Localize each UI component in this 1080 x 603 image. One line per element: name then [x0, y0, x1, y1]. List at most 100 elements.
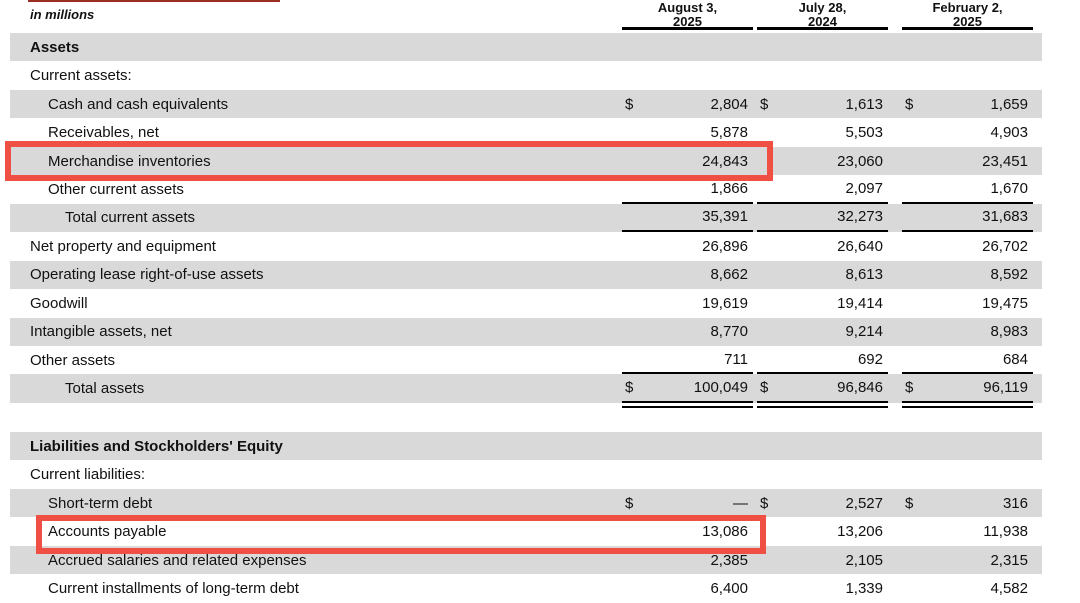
cell-value: 1,613: [845, 95, 883, 113]
cell-value: 2,315: [990, 551, 1028, 569]
cell: $2,804: [622, 90, 753, 118]
row-label: Goodwill: [30, 294, 88, 312]
cell: 1,670: [902, 175, 1033, 204]
cell: $2,527: [757, 489, 888, 517]
cell-value: 684: [1002, 350, 1028, 368]
table-row-other-current-assets: Other current assets 1,866 2,097 1,670: [10, 175, 1042, 204]
double-rule-line: [757, 406, 888, 408]
cell-value: 19,475: [982, 294, 1028, 312]
table-row-assets-header: Assets: [10, 33, 1042, 62]
cell-value: 13,206: [837, 523, 883, 541]
currency-symbol: $: [905, 95, 914, 113]
cell: $316: [902, 489, 1033, 517]
table-row-net-property: Net property and equipment 26,896 26,640…: [10, 232, 1042, 260]
cell-value: 31,683: [982, 208, 1028, 226]
highlight-box-accounts-payable: [36, 515, 766, 554]
currency-symbol: $: [760, 95, 769, 113]
cell: 13,086: [622, 517, 753, 545]
currency-symbol: $: [905, 494, 914, 512]
assets-section: Assets Current assets: Cash and cash equ…: [10, 33, 1042, 403]
cell: 2,315: [902, 546, 1033, 574]
cell: $96,119: [902, 374, 1033, 403]
cell-value: 11,938: [983, 523, 1028, 541]
cell: 2,385: [622, 546, 753, 574]
cell-value: 26,702: [982, 237, 1028, 255]
cell-value: 24,843: [702, 152, 748, 170]
cell-value: 26,640: [837, 237, 883, 255]
cell-value: 711: [724, 350, 748, 368]
cell-value: 96,119: [983, 379, 1028, 397]
cell: 32,273: [757, 204, 888, 233]
section-title: Liabilities and Stockholders' Equity: [30, 437, 283, 455]
cell: 1,866: [622, 175, 753, 204]
cell: 4,582: [902, 574, 1033, 602]
cell: 8,592: [902, 261, 1033, 289]
currency-symbol: $: [760, 379, 769, 397]
row-label: Operating lease right-of-use assets: [30, 266, 264, 284]
cell: $1,659: [902, 90, 1033, 118]
cell-value: 23,451: [982, 152, 1028, 170]
cell: 4,903: [902, 118, 1033, 146]
cell: $96,846: [757, 374, 888, 403]
cell: 24,843: [622, 147, 753, 175]
cell-value: 1,339: [845, 579, 883, 597]
cell: 23,451: [902, 147, 1033, 175]
cell-value: 19,619: [702, 294, 748, 312]
cell-value: 4,582: [990, 579, 1028, 597]
cell-value: 8,770: [710, 323, 748, 341]
column-header-line1: February 2,: [932, 0, 1003, 15]
table-row-goodwill: Goodwill 19,619 19,414 19,475: [10, 289, 1042, 317]
currency-symbol: $: [905, 379, 914, 397]
row-label: Total assets: [65, 380, 145, 398]
table-row-current-installments-debt: Current installments of long-term debt 6…: [10, 574, 1042, 602]
table-row-liabilities-header: Liabilities and Stockholders' Equity: [10, 432, 1042, 461]
row-label: Merchandise inventories: [48, 152, 211, 170]
cell: 8,770: [622, 318, 753, 346]
column-header-line2: 2025: [673, 14, 702, 29]
cell-value: 2,097: [845, 179, 883, 197]
cell-value: 6,400: [710, 579, 748, 597]
cell-value: 23,060: [837, 152, 883, 170]
cell: 19,414: [757, 289, 888, 317]
row-label: Cash and cash equivalents: [48, 95, 229, 113]
table-row-current-liabilities-header: Current liabilities:: [10, 460, 1042, 488]
cell: 13,206: [757, 517, 888, 545]
column-header-line1: August 3,: [657, 0, 718, 15]
row-label: Other current assets: [48, 180, 184, 198]
cell: $1,613: [757, 90, 888, 118]
table-row-other-assets: Other assets 711 692 684: [10, 346, 1042, 375]
table-row-current-assets-header: Current assets:: [10, 61, 1042, 89]
cell: 35,391: [622, 204, 753, 233]
column-header-line1: July 28,: [798, 0, 847, 15]
highlight-box-merchandise-inventories: [5, 141, 773, 181]
cell-value: 8,613: [845, 266, 883, 284]
cell: 11,938: [902, 517, 1033, 545]
cell: 23,060: [757, 147, 888, 175]
cell: 6,400: [622, 574, 753, 602]
cell-value: 5,878: [710, 124, 748, 142]
table-row-operating-lease-assets: Operating lease right-of-use assets 8,66…: [10, 260, 1042, 290]
cell: $ —: [622, 489, 753, 517]
cell: 19,619: [622, 289, 753, 317]
cell: 19,475: [902, 289, 1033, 317]
cell-value: 35,391: [702, 208, 748, 226]
row-label: Short-term debt: [48, 494, 153, 512]
table-row-total-assets: Total assets $100,049 $96,846 $96,119: [10, 374, 1042, 403]
cell: 31,683: [902, 204, 1033, 233]
cell: 26,640: [757, 232, 888, 260]
cell: 2,097: [757, 175, 888, 204]
cell-value: 100,049: [693, 379, 748, 397]
table-row-receivables: Receivables, net 5,878 5,503 4,903: [10, 118, 1042, 146]
row-label: Accounts payable: [48, 523, 167, 541]
cell: 1,339: [757, 574, 888, 602]
cell-value: 1,659: [990, 95, 1028, 113]
cell-value: 1,866: [710, 179, 748, 197]
cell-value: 8,662: [710, 266, 748, 284]
currency-symbol: $: [760, 494, 769, 512]
column-header-line2: 2025: [953, 14, 982, 29]
units-label: in millions: [30, 7, 95, 22]
cell-value: 96,846: [837, 379, 883, 397]
table-row-total-current-assets: Total current assets 35,391 32,273 31,68…: [10, 203, 1042, 233]
column-header-feb-2025: February 2, 2025: [902, 0, 1033, 30]
cell: 5,503: [757, 118, 888, 146]
